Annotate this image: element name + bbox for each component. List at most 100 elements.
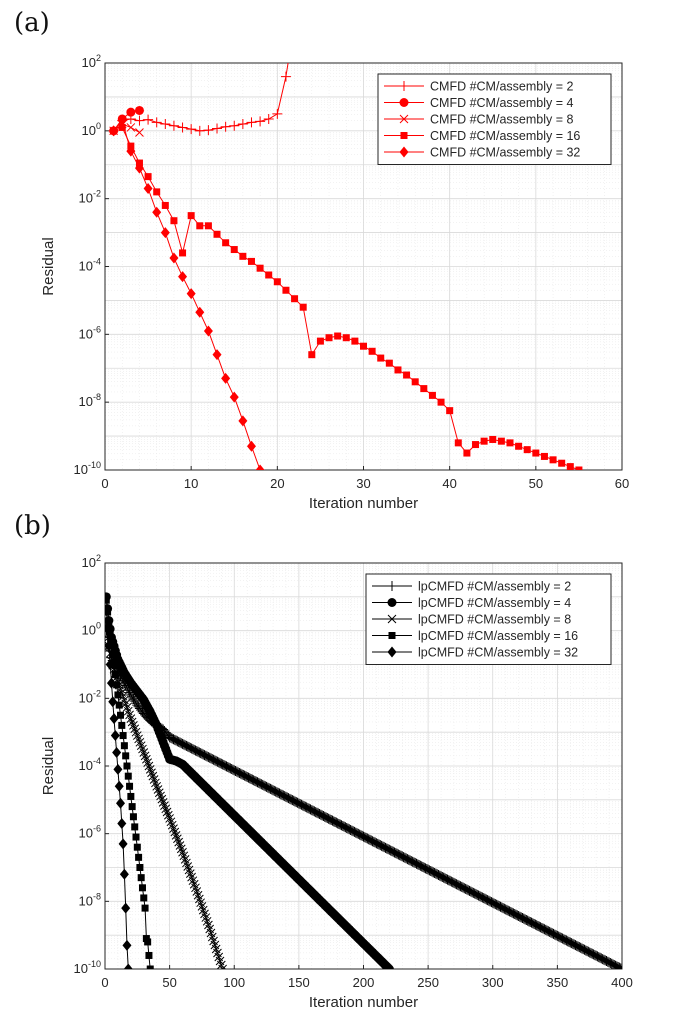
data-point xyxy=(419,862,430,873)
data-point xyxy=(611,961,622,969)
data-point xyxy=(392,848,403,859)
data-point xyxy=(467,887,478,898)
data-point xyxy=(548,928,559,939)
legend-entry: lpCMFD #CM/assembly = 8 xyxy=(418,613,571,627)
data-point xyxy=(291,797,302,808)
series-plus xyxy=(108,63,291,136)
data-point xyxy=(438,872,449,883)
data-point xyxy=(301,802,312,813)
y-tick-label: 10-4 xyxy=(79,257,101,274)
data-point xyxy=(443,875,454,886)
data-point xyxy=(604,957,615,968)
data-point xyxy=(222,239,230,247)
data-point xyxy=(601,956,612,967)
data-point xyxy=(379,842,390,853)
data-point xyxy=(270,786,281,797)
data-point xyxy=(393,849,404,860)
data-point xyxy=(132,731,142,740)
data-point xyxy=(549,456,557,464)
legend-entry: CMFD #CM/assembly = 4 xyxy=(430,96,573,110)
data-point xyxy=(221,372,231,384)
data-point xyxy=(562,936,573,947)
data-point xyxy=(489,435,497,443)
data-point xyxy=(282,792,293,803)
data-point xyxy=(252,777,263,788)
data-point xyxy=(181,740,192,751)
data-point xyxy=(171,735,182,746)
data-point xyxy=(321,812,332,823)
data-point xyxy=(315,809,326,820)
data-point xyxy=(494,901,505,912)
data-point xyxy=(370,837,381,848)
data-point xyxy=(133,843,141,851)
data-point xyxy=(459,883,470,894)
data-point xyxy=(463,885,474,896)
series-line xyxy=(105,596,390,969)
data-point xyxy=(211,756,222,767)
data-point xyxy=(470,889,481,900)
data-point xyxy=(126,145,136,157)
data-point xyxy=(349,826,360,837)
data-point xyxy=(553,931,564,942)
data-point xyxy=(246,773,257,784)
y-tick-label: 10-10 xyxy=(74,959,101,976)
data-point xyxy=(116,797,126,809)
data-point xyxy=(186,124,197,135)
x-tick-label: 40 xyxy=(442,476,456,491)
data-point xyxy=(224,762,235,773)
chart-b: 0 50 100 150 200 250 300 350 400 10-10 10-8 10-6 10-… xyxy=(40,553,633,1011)
data-point xyxy=(377,354,385,362)
data-point xyxy=(162,807,172,817)
data-point xyxy=(605,958,616,969)
data-point xyxy=(204,222,212,230)
data-point xyxy=(123,963,133,969)
data-point xyxy=(212,756,223,767)
data-point xyxy=(134,115,145,126)
data-point xyxy=(468,887,479,898)
data-point xyxy=(531,920,542,931)
data-point xyxy=(472,441,480,449)
data-point xyxy=(483,895,494,906)
data-point xyxy=(565,937,576,948)
data-point xyxy=(388,846,399,857)
data-point xyxy=(478,893,489,904)
data-point xyxy=(170,217,178,225)
data-point xyxy=(108,696,118,708)
y-tick-label: 10-6 xyxy=(79,324,101,341)
data-point xyxy=(280,791,291,802)
data-point xyxy=(354,829,365,840)
data-point xyxy=(485,896,496,907)
data-point xyxy=(420,385,428,393)
legend: lpCMFD #CM/assembly = 2 lpCMFD #CM/assemb… xyxy=(365,573,612,665)
data-point xyxy=(119,732,127,740)
x-tick-label: 30 xyxy=(356,476,370,491)
data-point xyxy=(348,826,359,837)
data-point xyxy=(342,823,353,834)
data-point xyxy=(243,772,254,783)
data-point xyxy=(434,870,445,881)
data-point xyxy=(165,732,176,743)
data-point xyxy=(225,763,236,774)
data-point xyxy=(313,808,324,819)
data-point xyxy=(167,733,178,744)
data-point xyxy=(593,952,604,963)
data-point xyxy=(135,853,143,861)
data-point xyxy=(433,869,444,880)
data-point xyxy=(473,890,484,901)
data-point xyxy=(239,252,247,260)
data-point xyxy=(156,791,165,801)
data-point xyxy=(358,831,369,842)
x-tick-label: 100 xyxy=(223,975,245,990)
data-point xyxy=(424,865,435,876)
data-point xyxy=(520,914,531,925)
data-point xyxy=(532,449,540,457)
data-point xyxy=(558,459,566,467)
data-point xyxy=(405,855,416,866)
x-tick-label: 350 xyxy=(547,975,569,990)
data-point xyxy=(213,230,221,238)
data-point xyxy=(160,227,170,239)
data-point xyxy=(129,696,140,707)
data-point xyxy=(168,120,179,131)
legend-marker xyxy=(387,614,397,624)
data-point xyxy=(302,803,313,814)
